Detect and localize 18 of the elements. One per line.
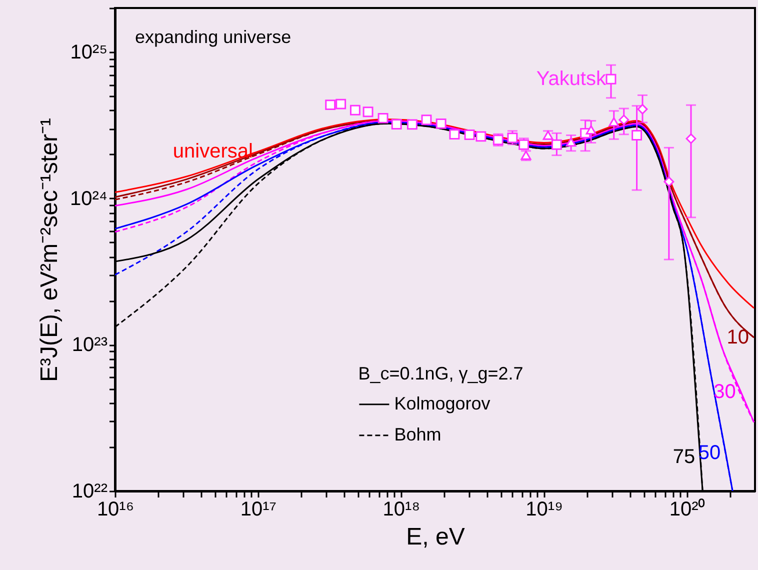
y-tick-label: 10²⁴: [70, 188, 108, 210]
annotation: 30: [714, 380, 736, 403]
y-axis-title: E³J(E), eV²m⁻²sec⁻¹ster⁻¹: [36, 118, 63, 382]
annotation: universal: [172, 140, 253, 163]
y-tick-label: 10²³: [72, 334, 108, 356]
legend-label: Kolmogorov: [394, 393, 490, 414]
annotation: expanding universe: [135, 27, 292, 47]
x-tick-label: 10¹⁸: [382, 498, 420, 520]
annotation: 75: [672, 446, 696, 468]
legend-title: B_c=0.1nG, γ_g=2.7: [358, 363, 524, 384]
x-tick-label: 10¹⁹: [526, 498, 564, 520]
annotation: Yakutsk: [536, 68, 607, 90]
y-tick-label: 10²⁵: [70, 42, 108, 64]
legend-label: Bohm: [394, 424, 442, 444]
annotation: 10: [726, 326, 749, 348]
x-axis-title: E, eV: [406, 524, 465, 550]
x-tick-label: 10¹⁷: [240, 498, 277, 520]
x-tick-label: 10²⁰: [669, 498, 706, 520]
